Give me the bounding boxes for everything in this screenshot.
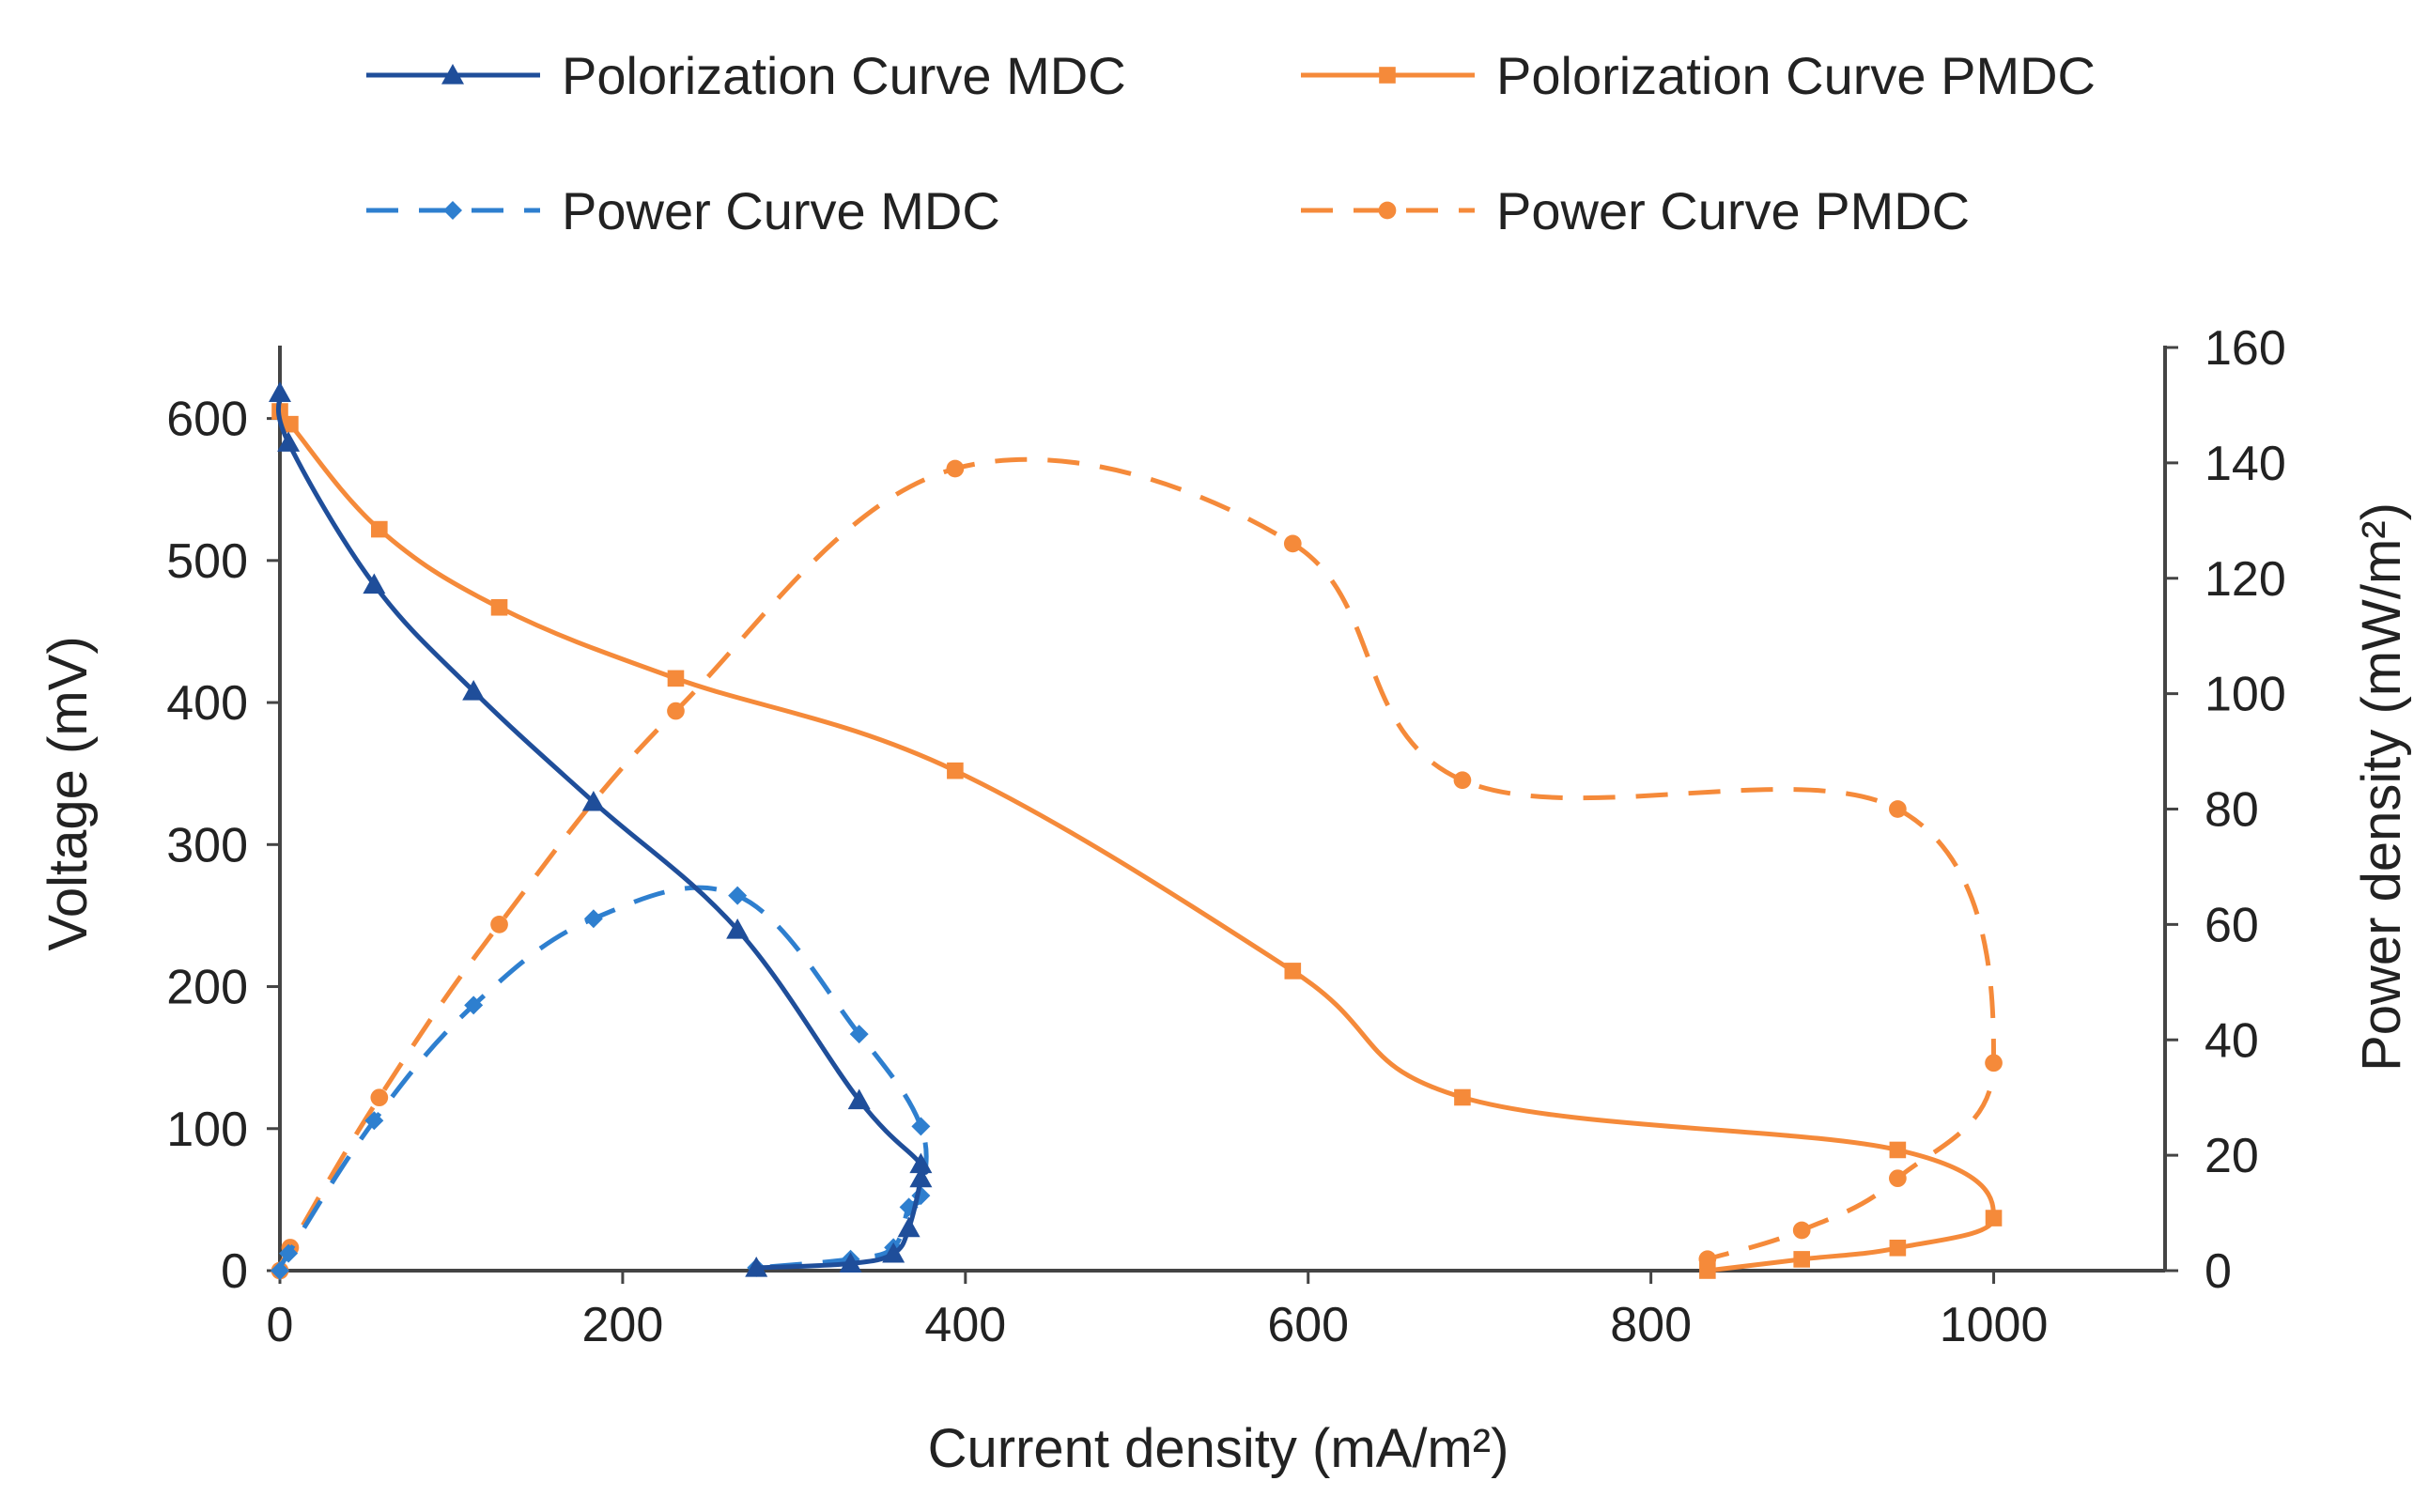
data-point	[1283, 534, 1302, 553]
data-point	[1454, 1088, 1471, 1106]
y-axis-right-title: Power density (mW/m²)	[2351, 502, 2412, 1072]
x-tick-label: 800	[1610, 1298, 1692, 1352]
data-point	[726, 918, 750, 939]
y-left-tick-label: 200	[166, 961, 248, 1015]
x-tick-label: 1000	[1940, 1298, 2049, 1352]
data-point	[947, 762, 964, 779]
legend-item: Polorization Curve PMDC	[1301, 46, 2096, 105]
legend-label: Polorization Curve PMDC	[1496, 46, 2096, 105]
data-point	[1985, 1210, 2003, 1227]
data-point	[1889, 1240, 1907, 1257]
legend-label: Power Curve MDC	[562, 181, 1000, 240]
series-line	[276, 456, 1996, 1273]
data-point	[745, 1256, 768, 1277]
series-power-curve-mdc	[271, 885, 931, 1280]
data-point	[279, 1243, 299, 1263]
data-point	[462, 679, 486, 701]
x-tick-label: 200	[582, 1298, 664, 1352]
legend-marker	[1378, 201, 1397, 220]
data-point	[1889, 800, 1907, 818]
x-tick-label: 400	[924, 1298, 1006, 1352]
y-axis-left-title: Voltage (mV)	[38, 636, 99, 950]
data-point	[363, 573, 386, 594]
y-right-tick-label: 80	[2205, 783, 2259, 838]
data-point	[490, 916, 508, 933]
y-left-tick-label: 500	[166, 534, 248, 589]
data-point	[581, 790, 605, 811]
series-polorization-curve-pmdc	[271, 403, 2003, 1279]
legend-item: Power Curve PMDC	[1301, 181, 1970, 240]
data-point	[269, 381, 291, 402]
data-point	[882, 1242, 905, 1263]
data-point	[909, 1152, 933, 1174]
data-point	[1792, 1221, 1811, 1240]
y-right-tick-label: 20	[2205, 1129, 2259, 1183]
data-point	[1698, 1250, 1717, 1269]
data-point	[364, 1111, 384, 1131]
y-left-tick-label: 600	[166, 393, 248, 447]
x-tick-label: 600	[1267, 1298, 1349, 1352]
data-point	[667, 670, 685, 687]
y-left-tick-label: 400	[166, 676, 248, 731]
y-left-tick-label: 0	[221, 1244, 248, 1299]
data-point	[909, 1166, 933, 1188]
y-right-tick-label: 60	[2205, 898, 2259, 952]
y-right-tick-label: 160	[2205, 321, 2286, 376]
plot-area	[269, 381, 2003, 1280]
data-point	[583, 909, 603, 929]
data-point	[277, 431, 301, 452]
data-point	[370, 1088, 389, 1107]
legend-item: Polorization Curve MDC	[366, 46, 1126, 105]
x-axis-title: Current density (mA/m²)	[928, 1418, 1509, 1479]
data-point	[271, 1261, 289, 1280]
legend: Polorization Curve MDC Polorization Curve…	[366, 46, 2096, 240]
x-tick-label: 0	[267, 1298, 294, 1352]
y-right-tick-label: 0	[2205, 1244, 2232, 1299]
y-right-tick-label: 140	[2205, 437, 2286, 491]
legend-marker	[441, 64, 464, 85]
y-right-tick-label: 40	[2205, 1013, 2259, 1068]
series-polorization-curve-mdc	[269, 381, 933, 1277]
series-line	[276, 408, 1996, 1273]
data-point	[1985, 1054, 2003, 1072]
data-point	[490, 598, 508, 616]
legend-marker	[1379, 67, 1396, 84]
legend-item: Power Curve MDC	[366, 181, 1000, 240]
axes: 0 200 400 600 800 1000 0 100 200 300 400 500 600 0 20 4…	[166, 321, 2286, 1352]
series-power-curve-pmdc	[271, 456, 2003, 1280]
series-line	[275, 885, 929, 1273]
data-point	[371, 520, 388, 538]
y-right-tick-label: 120	[2205, 552, 2286, 607]
data-point	[1453, 771, 1472, 790]
y-left-tick-label: 100	[166, 1103, 248, 1157]
data-point	[946, 459, 965, 478]
data-point	[728, 886, 748, 905]
data-point	[1284, 963, 1302, 980]
data-point	[1889, 1141, 1907, 1159]
y-left-tick-label: 300	[166, 818, 248, 872]
data-point	[847, 1088, 871, 1110]
data-point	[667, 702, 685, 720]
y-right-tick-label: 100	[2205, 668, 2286, 722]
data-point	[897, 1216, 921, 1238]
legend-label: Polorization Curve MDC	[562, 46, 1126, 105]
data-point	[849, 1025, 869, 1044]
data-point	[464, 995, 484, 1015]
data-point	[911, 1117, 931, 1136]
legend-marker	[443, 201, 462, 220]
data-point	[839, 1252, 862, 1273]
data-point	[1793, 1251, 1810, 1268]
data-point	[282, 415, 299, 433]
data-point	[1889, 1169, 1907, 1188]
legend-label: Power Curve PMDC	[1496, 181, 1970, 240]
